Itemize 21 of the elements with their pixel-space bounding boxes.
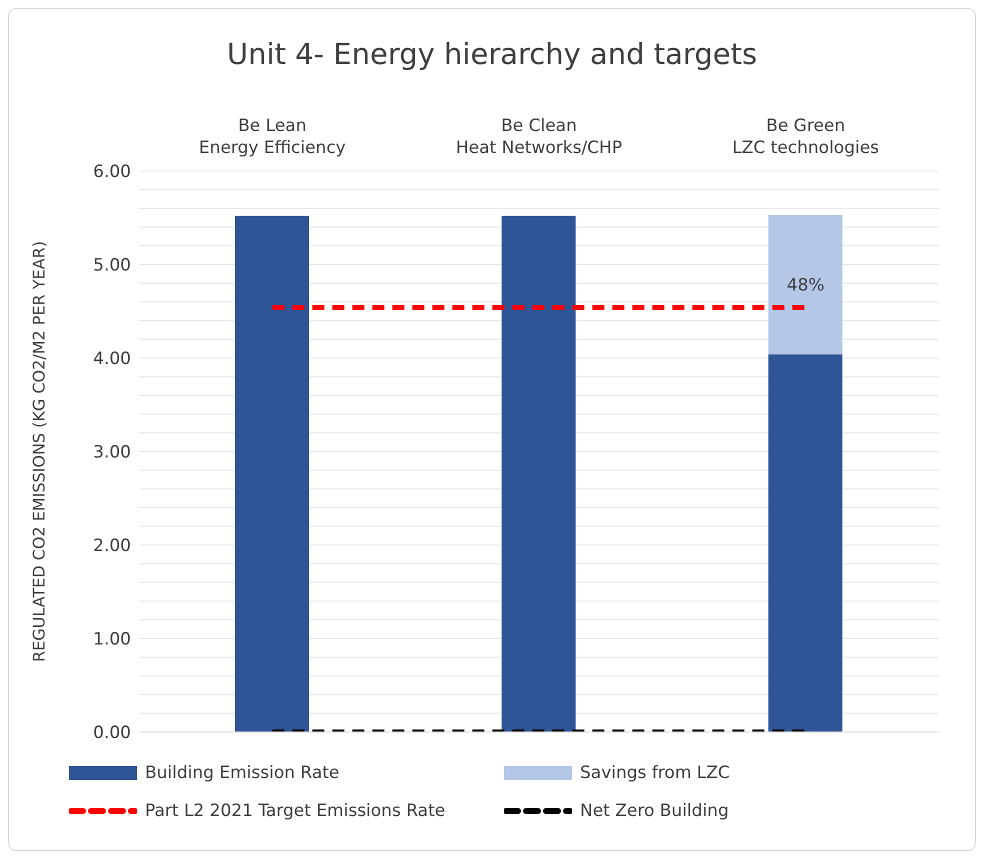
bar	[768, 354, 842, 732]
legend-label: Part L2 2021 Target Emissions Rate	[145, 801, 446, 821]
y-tick-label: 4.00	[93, 349, 131, 370]
bar	[502, 216, 576, 732]
y-axis-title: REGULATED CO2 EMISSIONS (KG CO2/M2 PER YEAR)	[30, 241, 49, 662]
legend-label: Savings from LZC	[580, 763, 730, 783]
chart-title: Unit 4- Energy hierarchy and targets	[226, 36, 758, 71]
y-tick-label: 5.00	[93, 256, 131, 276]
legend-label: Net Zero Building	[580, 801, 729, 821]
y-tick-label: 1.00	[93, 630, 131, 650]
x-tick-label: Be Clean Heat Networks/CHP	[456, 116, 622, 158]
annotation: 48%	[786, 276, 825, 296]
y-tick-label: 0.00	[93, 723, 131, 744]
y-tick-label: 6.00	[93, 162, 131, 182]
x-tick-label: Be Lean Energy Efficiency	[198, 116, 346, 158]
y-tick-label: 2.00	[93, 536, 131, 556]
legend-label: Building Emission Rate	[145, 763, 340, 783]
bar	[235, 216, 309, 732]
y-tick-label: 3.00	[93, 442, 131, 463]
bar	[768, 214, 842, 354]
x-tick-label: Be Green LZC technologies	[732, 116, 880, 158]
